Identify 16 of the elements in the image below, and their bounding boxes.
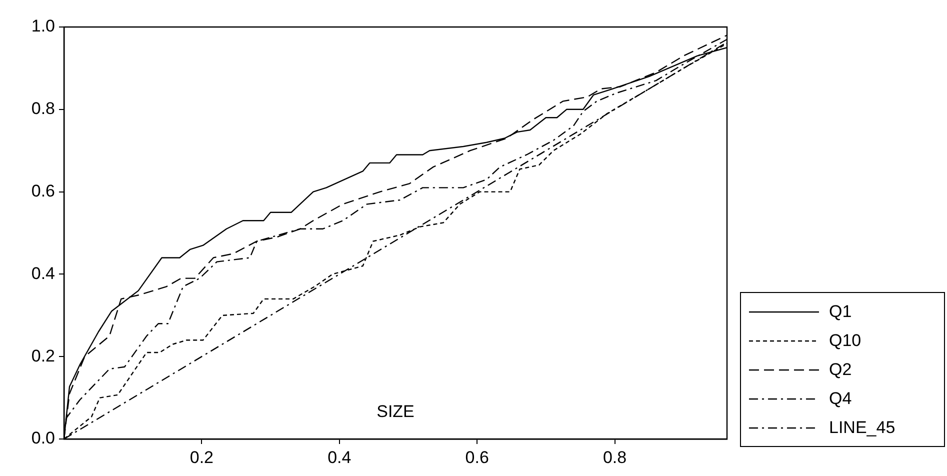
legend-label: Q4 bbox=[829, 388, 852, 408]
x-tick-label: 0.2 bbox=[190, 448, 214, 467]
x-tick-label: 0.4 bbox=[328, 448, 352, 467]
y-tick-label: 0.2 bbox=[31, 346, 55, 366]
y-tick-label: 0.6 bbox=[31, 181, 55, 200]
legend-label: Q2 bbox=[829, 360, 852, 380]
legend-label: Q1 bbox=[829, 302, 852, 322]
legend-label: LINE_45 bbox=[829, 418, 896, 438]
x-axis-title: SIZE bbox=[376, 402, 414, 422]
y-tick-label: 0.8 bbox=[31, 99, 55, 118]
y-tick-label: 1.0 bbox=[31, 16, 55, 36]
x-tick-label: 0.8 bbox=[602, 448, 627, 467]
legend-label: Q10 bbox=[829, 330, 862, 350]
y-tick-label: 0.4 bbox=[31, 264, 55, 283]
y-tick-label: 0.0 bbox=[31, 428, 55, 448]
x-tick-label: 0.6 bbox=[465, 448, 489, 467]
